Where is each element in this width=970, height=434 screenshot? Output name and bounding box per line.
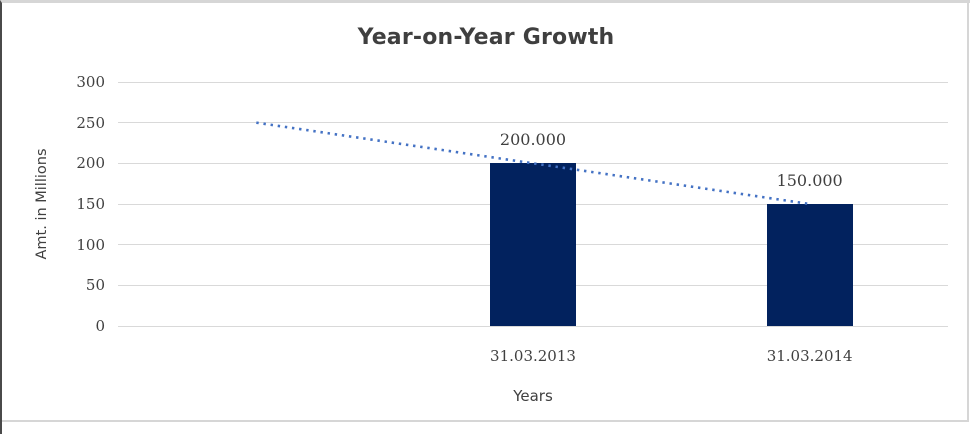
bar-31.03.2014 xyxy=(766,204,853,326)
y-tick-label: 250 xyxy=(76,113,105,132)
y-gridline xyxy=(118,325,948,327)
y-tick-label: 300 xyxy=(76,73,105,91)
data-label: 200.000 xyxy=(499,130,567,150)
y-gridline xyxy=(118,122,948,124)
y-tick-label: 50 xyxy=(85,276,105,295)
bar-31.03.2013 xyxy=(490,163,576,326)
data-label: 150.000 xyxy=(776,171,843,190)
y-tick-label: 150 xyxy=(76,195,105,213)
y-tick-label: 100 xyxy=(76,235,105,254)
x-category-label: 31.03.2013 xyxy=(490,347,576,365)
y-gridline xyxy=(118,81,948,83)
chart-title: Year-on-Year Growth xyxy=(357,25,615,50)
x-axis-title: Years xyxy=(513,387,553,405)
x-category-label: 31.03.2014 xyxy=(766,347,853,365)
y-tick-label: 200 xyxy=(76,154,105,173)
y-tick-label: 0 xyxy=(95,317,105,335)
